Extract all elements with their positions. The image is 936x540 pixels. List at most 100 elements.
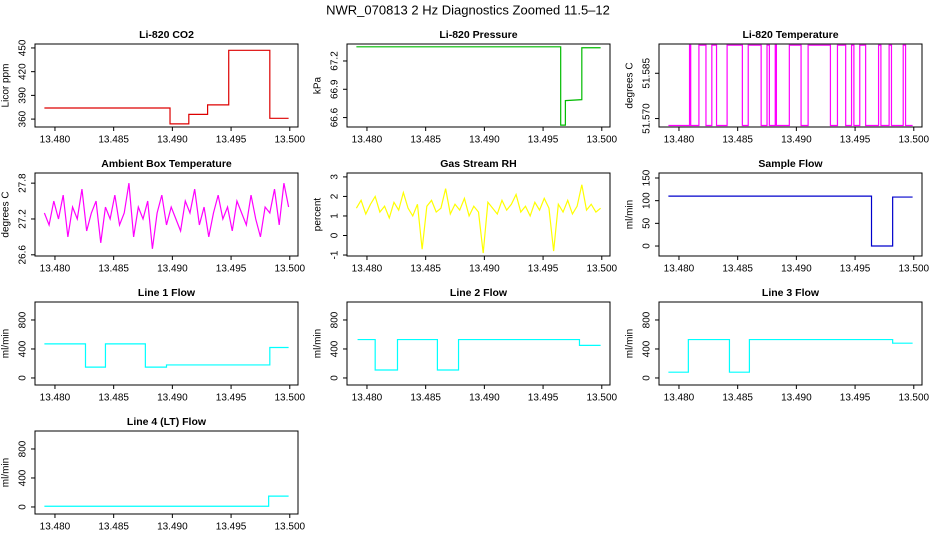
y-axis-label: ml/min [313,329,324,358]
x-tick-label: 13.480 [664,264,695,275]
x-tick-label: 13.480 [40,264,71,275]
x-tick-label: 13.490 [157,264,188,275]
x-tick-label: 13.500 [274,135,305,146]
panel-title: Line 2 Flow [450,287,508,299]
x-tick-label: 13.480 [352,393,383,404]
panel-title: Line 4 (LT) Flow [127,416,207,428]
y-tick-label: 0 [642,375,653,381]
panel-title: Li-820 CO2 [139,29,194,41]
y-tick-label: 450 [18,39,29,56]
panel-title: Line 1 Flow [138,287,196,299]
y-tick-label: 2 [330,193,341,199]
y-tick-label: 400 [18,340,29,357]
x-tick-label: 13.490 [157,522,188,533]
x-tick-label: 13.485 [722,393,753,404]
y-tick-label: 400 [642,340,653,357]
y-axis-label: ml/min [625,200,636,229]
panel: Line 3 Flow ml/min 13.480 13.485 13.490 13.49… [625,287,930,404]
x-tick-label: 13.500 [586,264,617,275]
y-tick-label: 0 [18,504,29,510]
x-tick-label: 13.485 [410,393,441,404]
x-tick-label: 13.480 [352,264,383,275]
panel: Ambient Box Temperature degrees C 13.480 13… [1,158,306,275]
y-axis-label: degrees C [1,191,12,237]
y-tick-label: 800 [642,311,653,328]
x-tick-label: 13.490 [469,135,500,146]
y-tick-label: 67.2 [330,51,341,71]
y-tick-label: 66.6 [330,107,341,127]
y-tick-label: 360 [18,110,29,127]
x-tick-label: 13.495 [528,135,559,146]
x-tick-label: 13.500 [898,264,929,275]
panel-title: Li-820 Pressure [439,29,517,41]
x-tick-label: 13.485 [410,264,441,275]
data-line [356,46,601,126]
x-tick-label: 13.500 [274,522,305,533]
x-tick-label: 13.495 [216,264,247,275]
x-tick-label: 13.495 [840,393,871,404]
panel: Line 2 Flow ml/min 13.480 13.485 13.490 13.49… [313,287,618,404]
x-tick-label: 13.480 [40,135,71,146]
data-line [355,184,601,254]
y-axis-label: degrees C [625,62,636,108]
data-line [668,44,913,127]
data-line [668,195,913,247]
x-tick-label: 13.495 [216,522,247,533]
x-tick-label: 13.500 [274,393,305,404]
x-tick-label: 13.485 [410,135,441,146]
y-tick-label: 150 [642,169,653,186]
x-tick-label: 13.480 [40,393,71,404]
y-tick-label: 390 [18,87,29,104]
y-tick-label: 0 [18,375,29,381]
y-tick-label: 26.6 [18,245,29,265]
plot-frame [658,301,923,386]
y-axis-label: ml/min [1,458,12,487]
x-tick-label: 13.500 [586,393,617,404]
x-tick-label: 13.490 [157,135,188,146]
panel-title: Ambient Box Temperature [101,158,232,170]
panel: Line 1 Flow ml/min 13.480 13.485 13.490 13.49… [1,287,306,404]
y-axis-label: kPa [313,76,324,94]
panel: Li-820 Pressure kPa 13.480 13.485 13.490 13.4… [313,29,618,146]
data-line [44,343,289,368]
x-tick-label: 13.485 [722,264,753,275]
x-tick-label: 13.490 [781,135,812,146]
y-tick-label: 400 [330,340,341,357]
y-tick-label: 66.9 [330,79,341,99]
x-tick-label: 13.485 [722,135,753,146]
y-tick-label: 3 [330,174,341,180]
x-tick-label: 13.500 [586,135,617,146]
panel: Li-820 Temperature degrees C 13.480 13.485 1… [625,29,930,146]
y-tick-label: 800 [18,311,29,328]
y-axis-label: ml/min [625,329,636,358]
panel-title: Li-820 Temperature [742,29,838,41]
x-tick-label: 13.500 [898,135,929,146]
plot-frame [34,172,299,257]
y-tick-label: 800 [18,440,29,457]
data-line [43,183,290,249]
panel-title: Sample Flow [758,158,823,170]
plot-frame [346,43,611,128]
y-tick-label: 100 [642,192,653,209]
x-tick-label: 13.485 [98,264,129,275]
x-tick-label: 13.490 [781,264,812,275]
plot-frame [34,430,299,515]
x-tick-label: 13.485 [98,393,129,404]
y-tick-label: 800 [330,311,341,328]
x-tick-label: 13.490 [781,393,812,404]
y-tick-label: -1 [330,250,341,259]
data-line [357,338,601,371]
y-tick-label: 0 [642,243,653,249]
panel: Line 4 (LT) Flow ml/min 13.480 13.485 13.490… [1,416,306,533]
y-tick-label: 0 [330,232,341,238]
y-tick-label: 27.8 [18,173,29,193]
x-tick-label: 13.495 [216,393,247,404]
x-tick-label: 13.490 [157,393,188,404]
panel: Sample Flow ml/min 13.480 13.485 13.490 13.49… [625,158,930,275]
x-tick-label: 13.485 [98,135,129,146]
plot-frame [658,172,923,257]
y-tick-label: 1 [330,213,341,219]
data-line [668,338,913,373]
data-line [44,49,289,125]
